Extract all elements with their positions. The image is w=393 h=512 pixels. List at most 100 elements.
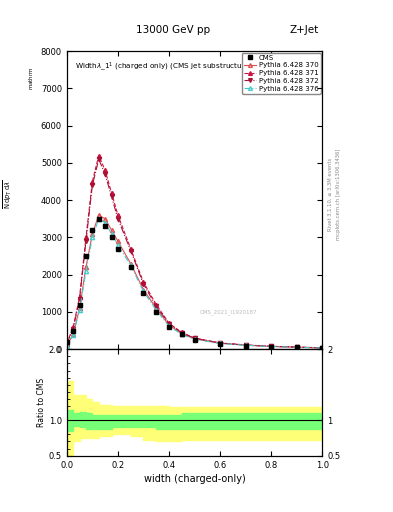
CMS	[179, 331, 184, 337]
Pythia 6.428 376	[116, 242, 120, 248]
Pythia 6.428 376	[96, 216, 101, 222]
Pythia 6.428 371	[103, 167, 108, 174]
Pythia 6.428 372	[141, 281, 146, 287]
Pythia 6.428 370	[71, 331, 75, 337]
Pythia 6.428 372	[90, 182, 95, 188]
Pythia 6.428 370	[103, 216, 108, 222]
Line: Pythia 6.428 370: Pythia 6.428 370	[65, 213, 324, 350]
Pythia 6.428 376	[179, 331, 184, 337]
CMS	[116, 246, 120, 252]
CMS	[77, 302, 82, 308]
Line: CMS: CMS	[65, 217, 324, 350]
Text: $\mathrm{mathrm}$: $\mathrm{mathrm}$	[27, 66, 35, 90]
Pythia 6.428 376	[90, 234, 95, 241]
Pythia 6.428 371	[269, 343, 274, 349]
Pythia 6.428 376	[294, 344, 299, 350]
CMS	[129, 264, 133, 270]
Pythia 6.428 376	[103, 220, 108, 226]
Line: Pythia 6.428 376: Pythia 6.428 376	[65, 217, 324, 350]
Pythia 6.428 376	[84, 268, 88, 274]
CMS	[243, 343, 248, 349]
Pythia 6.428 372	[243, 342, 248, 348]
CMS	[96, 216, 101, 222]
CMS	[294, 344, 299, 350]
Pythia 6.428 376	[109, 231, 114, 237]
CMS	[141, 290, 146, 296]
Pythia 6.428 376	[192, 336, 197, 343]
Pythia 6.428 370	[90, 231, 95, 237]
Pythia 6.428 371	[71, 324, 75, 330]
Pythia 6.428 376	[154, 307, 158, 313]
Pythia 6.428 371	[320, 345, 325, 351]
Pythia 6.428 371	[109, 189, 114, 196]
Pythia 6.428 370	[179, 331, 184, 337]
Pythia 6.428 371	[294, 344, 299, 350]
Pythia 6.428 376	[269, 344, 274, 350]
CMS	[320, 345, 325, 351]
Text: CMS_2021_I1920187: CMS_2021_I1920187	[200, 309, 257, 315]
CMS	[64, 339, 69, 345]
CMS	[218, 340, 222, 347]
Pythia 6.428 372	[71, 326, 75, 332]
Pythia 6.428 371	[77, 294, 82, 300]
Pythia 6.428 370	[64, 343, 69, 349]
Pythia 6.428 370	[320, 345, 325, 351]
Text: mcplots.cern.ch [arXiv:1306.3436]: mcplots.cern.ch [arXiv:1306.3436]	[336, 149, 341, 240]
Pythia 6.428 372	[269, 343, 274, 349]
CMS	[109, 234, 114, 241]
Pythia 6.428 372	[64, 340, 69, 347]
Pythia 6.428 372	[154, 303, 158, 309]
Pythia 6.428 370	[141, 287, 146, 293]
Text: Width$\lambda\_1^1$ (charged only) (CMS jet substructure): Width$\lambda\_1^1$ (charged only) (CMS …	[75, 60, 253, 73]
Text: 13000 GeV pp: 13000 GeV pp	[136, 25, 210, 35]
Pythia 6.428 371	[218, 340, 222, 346]
CMS	[103, 223, 108, 229]
Pythia 6.428 371	[154, 302, 158, 308]
CMS	[269, 344, 274, 350]
Pythia 6.428 371	[129, 246, 133, 252]
Pythia 6.428 372	[192, 335, 197, 342]
Y-axis label: Ratio to CMS: Ratio to CMS	[37, 378, 46, 427]
Pythia 6.428 376	[320, 345, 325, 351]
Pythia 6.428 376	[71, 332, 75, 338]
Pythia 6.428 371	[167, 320, 171, 326]
Pythia 6.428 370	[192, 336, 197, 342]
Pythia 6.428 370	[167, 322, 171, 328]
CMS	[71, 328, 75, 334]
Pythia 6.428 371	[90, 179, 95, 185]
Pythia 6.428 370	[96, 212, 101, 218]
Pythia 6.428 372	[218, 340, 222, 346]
Pythia 6.428 376	[77, 307, 82, 313]
Pythia 6.428 371	[116, 212, 120, 218]
Pythia 6.428 376	[141, 288, 146, 294]
Pythia 6.428 370	[84, 264, 88, 270]
Pythia 6.428 372	[103, 171, 108, 177]
Pythia 6.428 371	[179, 329, 184, 335]
Pythia 6.428 372	[116, 216, 120, 222]
Pythia 6.428 371	[64, 340, 69, 347]
Pythia 6.428 370	[109, 227, 114, 233]
CMS	[192, 337, 197, 343]
Pythia 6.428 371	[141, 279, 146, 285]
Pythia 6.428 376	[218, 340, 222, 347]
Pythia 6.428 372	[77, 296, 82, 302]
CMS	[84, 253, 88, 259]
Pythia 6.428 372	[96, 156, 101, 162]
Pythia 6.428 370	[218, 340, 222, 346]
Pythia 6.428 370	[154, 305, 158, 311]
Pythia 6.428 372	[129, 247, 133, 253]
Pythia 6.428 376	[64, 343, 69, 349]
Pythia 6.428 370	[129, 261, 133, 267]
Pythia 6.428 372	[294, 344, 299, 350]
Pythia 6.428 371	[243, 342, 248, 348]
Pythia 6.428 371	[96, 153, 101, 159]
Pythia 6.428 370	[243, 342, 248, 348]
Pythia 6.428 372	[320, 345, 325, 351]
Pythia 6.428 372	[167, 321, 171, 327]
Pythia 6.428 372	[179, 330, 184, 336]
Pythia 6.428 371	[192, 335, 197, 341]
X-axis label: width (charged-only): width (charged-only)	[144, 474, 245, 484]
Pythia 6.428 370	[116, 238, 120, 244]
Legend: CMS, Pythia 6.428 370, Pythia 6.428 371, Pythia 6.428 372, Pythia 6.428 376: CMS, Pythia 6.428 370, Pythia 6.428 371,…	[242, 53, 321, 94]
Pythia 6.428 376	[167, 323, 171, 329]
